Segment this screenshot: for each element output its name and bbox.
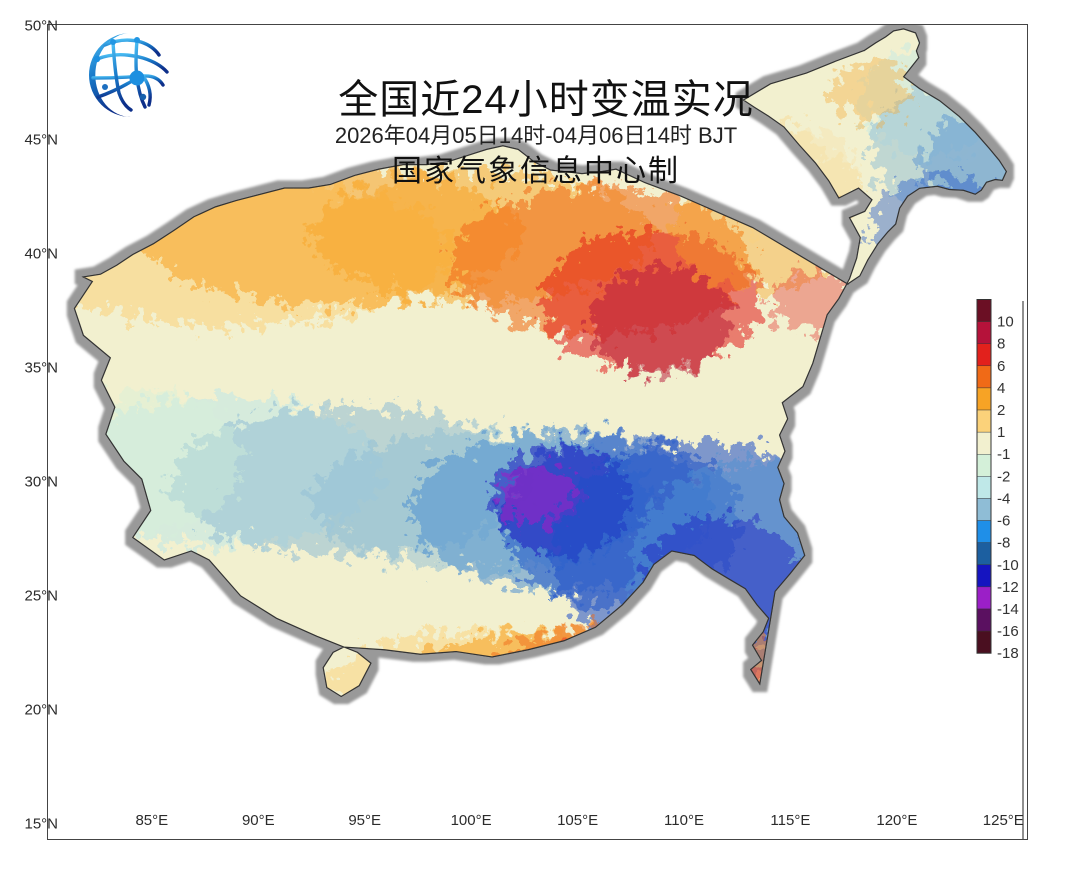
svg-text:2: 2 <box>997 402 1005 419</box>
svg-text:-4: -4 <box>997 490 1010 507</box>
svg-text:-14: -14 <box>997 601 1019 618</box>
svg-text:-16: -16 <box>997 623 1019 640</box>
svg-text:10: 10 <box>997 314 1014 331</box>
svg-text:-6: -6 <box>997 513 1010 530</box>
svg-text:-8: -8 <box>997 535 1010 552</box>
svg-text:6: 6 <box>997 358 1005 375</box>
svg-text:-18: -18 <box>997 645 1019 662</box>
svg-text:8: 8 <box>997 336 1005 353</box>
svg-text:-1: -1 <box>997 446 1010 463</box>
svg-text:4: 4 <box>997 380 1005 397</box>
svg-text:-10: -10 <box>997 557 1019 574</box>
svg-text:1: 1 <box>997 424 1005 441</box>
svg-text:-2: -2 <box>997 468 1010 485</box>
svg-text:-12: -12 <box>997 579 1019 596</box>
